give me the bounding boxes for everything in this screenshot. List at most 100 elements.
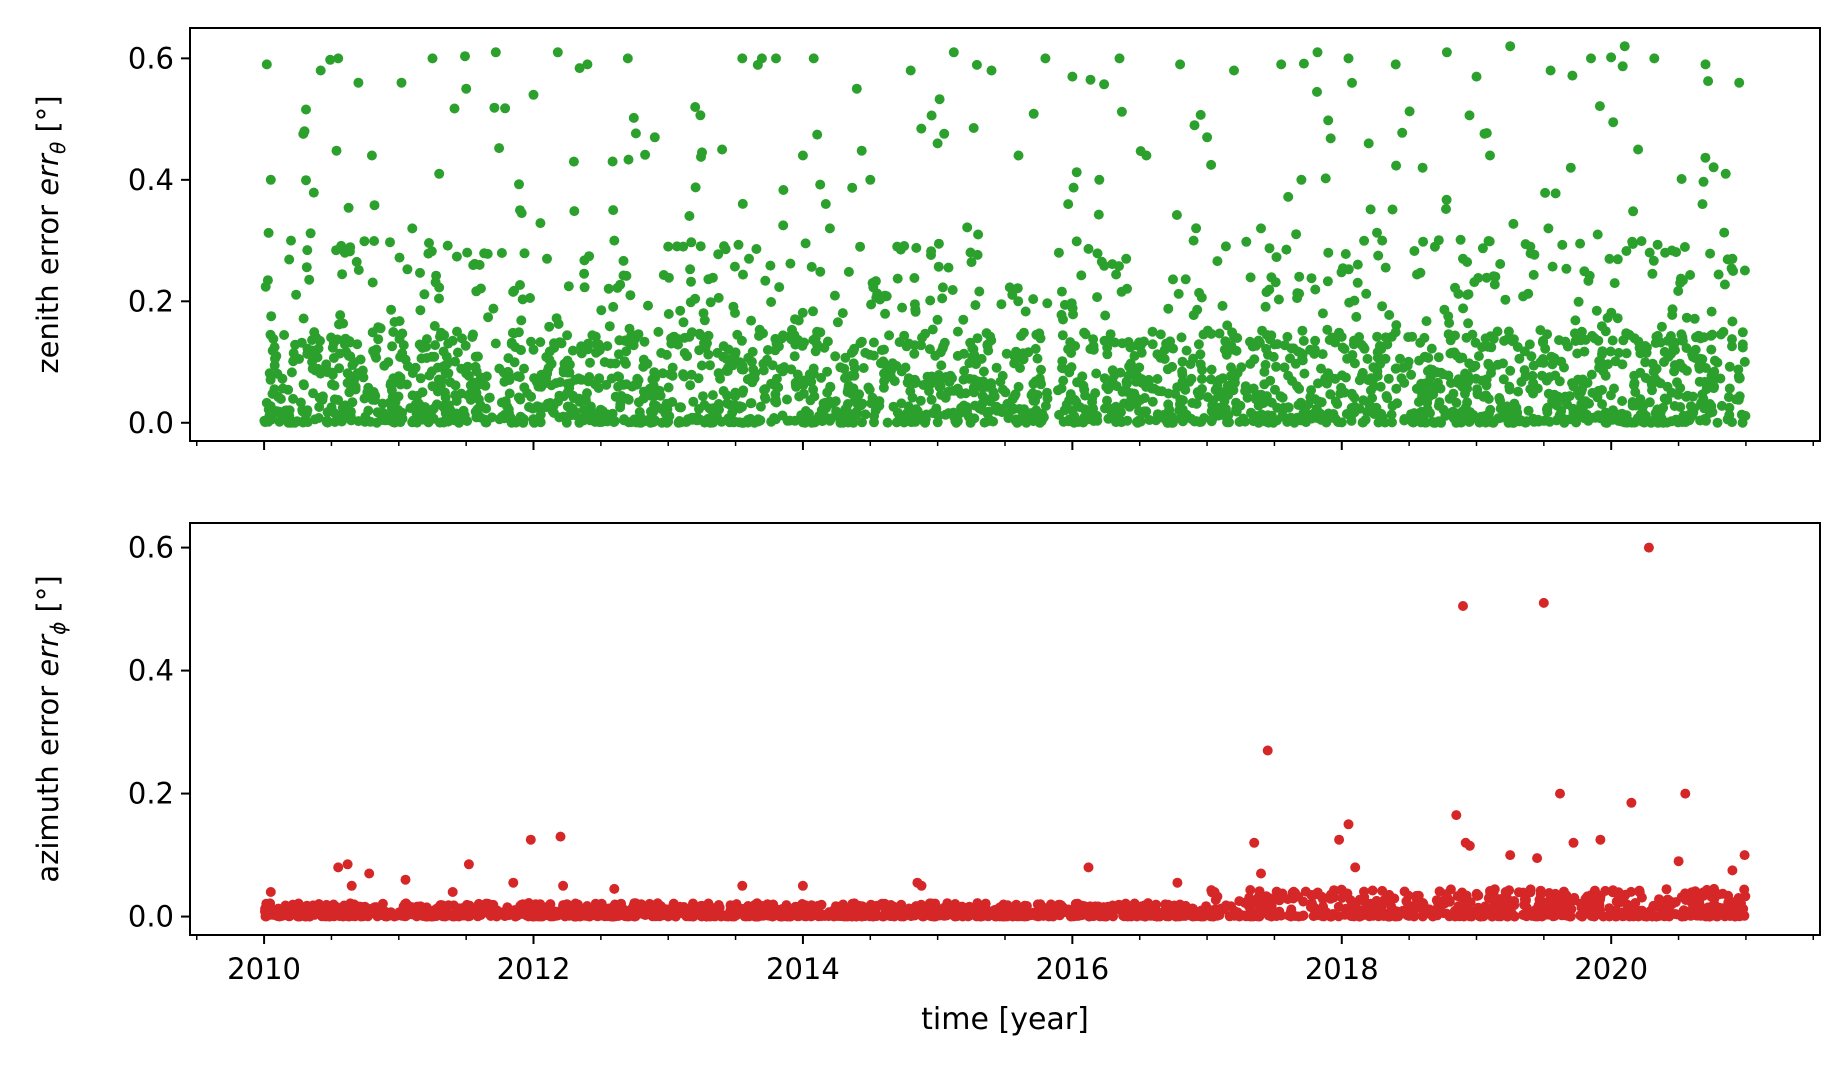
zenith-point [459,412,470,423]
azimuth-point [1212,891,1223,902]
zenith-point [1277,392,1288,403]
azimuth-point [720,910,731,921]
zenith-point [1111,269,1122,280]
zenith-point [827,397,838,408]
zenith-point [1028,294,1039,305]
zenith-point [1214,328,1225,339]
azimuth-point [1098,910,1109,921]
zenith-point [1344,297,1355,308]
zenith-point [1646,379,1657,390]
zenith-point [1433,400,1444,411]
zenith-point [1264,243,1275,254]
zenith-point [1524,339,1535,350]
zenith-point [933,238,944,249]
azimuth-point [1451,810,1462,821]
zenith-point [1240,416,1250,427]
zenith-point [933,261,944,272]
azimuth-point [696,906,707,917]
azimuth-point [974,902,985,913]
zenith-point [1706,344,1717,355]
zenith-point [1450,282,1460,293]
zenith-point [262,275,273,286]
zenith-point [1126,365,1137,376]
zenith-point [1231,397,1241,408]
zenith-point [1707,407,1718,418]
zenith-point [1006,403,1017,414]
zenith-point [1167,361,1178,372]
azimuth-point [1610,911,1621,922]
zenith-point [388,327,399,337]
zenith-point [1276,59,1287,70]
zenith-point [1397,127,1408,138]
zenith-point [574,417,585,428]
zenith-point [1600,326,1611,337]
zenith-point [1009,391,1020,402]
zenith-point [1590,412,1601,423]
zenith-point [1122,283,1132,294]
zenith-point [1040,400,1051,411]
zenith-point [612,282,623,293]
zenith-point [713,249,724,260]
zenith-point [934,94,945,105]
zenith-point [368,346,379,357]
zenith-point [1724,383,1735,394]
zenith-point [512,371,523,382]
zenith-point [301,408,312,419]
zenith-point [1445,348,1456,359]
zenith-point [717,144,728,155]
zenith-point [815,266,826,277]
azimuth-ytick-label: 0.0 [128,900,174,934]
zenith-point [1734,373,1745,384]
zenith-point [277,373,288,384]
zenith-point [892,241,903,252]
zenith-point [1648,255,1659,266]
zenith-point [688,396,699,407]
zenith-point [1523,405,1534,416]
zenith-point [1719,279,1730,290]
zenith-point [1617,61,1628,72]
azimuth-point [1198,911,1209,922]
zenith-point [1448,388,1459,399]
zenith-point [408,415,419,426]
zenith-point [1490,271,1501,282]
zenith-point [797,307,808,318]
zenith-point [635,417,646,428]
zenith-point [359,236,370,247]
zenith-point [518,414,529,424]
zenith-point [1011,414,1022,425]
zenith-point [529,417,540,428]
zenith-point [367,394,378,405]
zenith-point [1579,266,1590,277]
azimuth-point [1604,903,1615,914]
zenith-point [412,404,423,415]
zenith-point [1576,327,1586,338]
azimuth-point [1575,898,1586,909]
azimuth-point [1062,907,1073,918]
azimuth-point [1532,853,1543,864]
zenith-point [1102,395,1112,406]
zenith-point [1317,308,1328,319]
zenith-point [1259,379,1270,390]
zenith-point [1166,411,1177,422]
zenith-point [712,347,723,358]
zenith-point [335,310,346,321]
zenith-point [1088,334,1099,345]
azimuth-point [1384,898,1395,909]
zenith-point [798,380,809,391]
azimuth-point [1569,892,1580,903]
zenith-point [1289,417,1300,428]
zenith-point [1391,383,1402,394]
zenith-point [1512,342,1523,352]
zenith-point [1363,138,1374,149]
zenith-point [1552,400,1562,411]
azimuth-point [1249,837,1260,848]
zenith-point [1417,162,1428,173]
zenith-point [713,292,724,303]
zenith-point [625,290,636,301]
zenith-point [1343,53,1354,64]
azimuth-point [902,909,912,920]
zenith-point [1554,376,1565,387]
zenith-point [1712,357,1723,368]
zenith-point [1419,417,1430,428]
zenith-point [852,394,863,405]
